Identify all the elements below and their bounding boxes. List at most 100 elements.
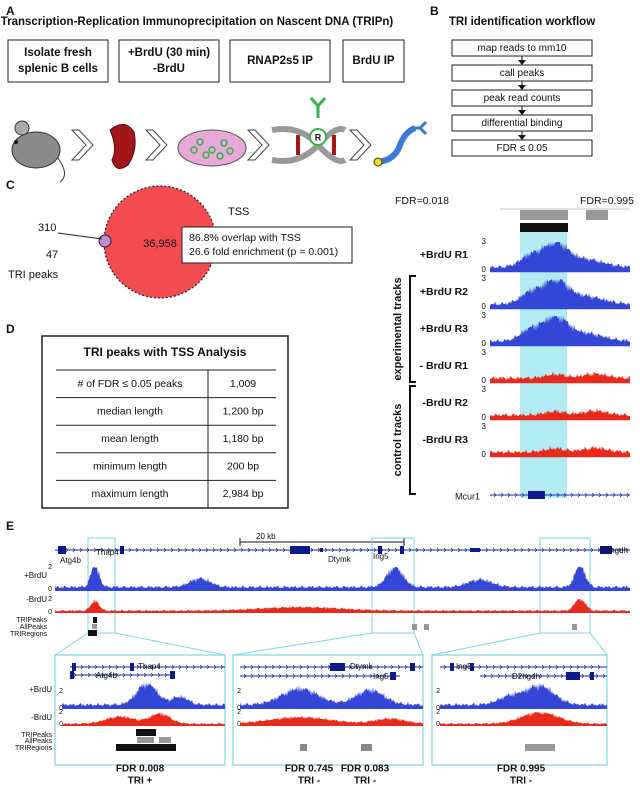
gene-strand-arrow	[520, 547, 524, 553]
workflow-step: peak read counts	[484, 93, 561, 104]
gene-strand-arrow	[408, 547, 412, 553]
bead	[373, 157, 383, 167]
track-label: -BrdU R3	[422, 434, 468, 446]
track-label: - BrdU R1	[420, 360, 469, 372]
panel-letter: D	[6, 322, 15, 336]
gene-strand-arrow	[541, 664, 545, 670]
gene-strand-arrow	[492, 547, 496, 553]
gene-strand-arrow	[520, 664, 524, 670]
allpeak	[412, 624, 417, 630]
gene-strand-arrow	[199, 664, 203, 670]
gene-strand-arrow	[483, 673, 487, 679]
arrowhead	[518, 135, 526, 140]
gene-strand-arrow	[206, 664, 210, 670]
gene-strand-arrow	[86, 547, 90, 553]
gene-strand-arrow	[345, 547, 349, 553]
gene-strand-arrow	[156, 547, 160, 553]
exon	[320, 548, 323, 552]
table-frame	[41, 335, 289, 509]
exon	[378, 546, 382, 554]
gene-label: Mcur1	[455, 491, 480, 501]
axis-label: 3	[482, 311, 487, 320]
track-label: AllPeaks	[20, 624, 48, 631]
axis-label: 0	[482, 413, 487, 422]
gene-strand-arrow	[492, 664, 496, 670]
table-cell: # of FDR ≤ 0.05 peaks	[78, 378, 183, 390]
gene-strand-arrow	[355, 664, 359, 670]
gene-strand-arrow	[135, 547, 139, 553]
gene-strand-arrow	[101, 664, 105, 670]
signal-track	[62, 712, 225, 726]
gene-strand-arrow	[115, 672, 119, 678]
allpeak	[572, 624, 577, 630]
exon	[58, 546, 66, 554]
gene-strand-arrow	[576, 547, 580, 553]
gene-strand-arrow	[478, 664, 482, 670]
tri-circle	[98, 234, 112, 248]
gene-strand-arrow	[257, 673, 261, 679]
gene-strand-arrow	[220, 664, 224, 670]
arrowhead	[518, 85, 526, 90]
gene-strand-arrow	[352, 547, 356, 553]
gene-strand-arrow	[590, 547, 594, 553]
track-label: +BrdU R3	[420, 323, 468, 335]
gene-strand-arrow	[548, 664, 552, 670]
track-label: TRIRegions	[15, 745, 52, 752]
gene-strand-arrow	[583, 664, 587, 670]
highlight	[371, 537, 415, 634]
gene-strand-arrow	[555, 664, 559, 670]
allpeak	[361, 744, 372, 751]
gene-strand-arrow	[313, 664, 317, 670]
gene-strand-arrow	[233, 547, 237, 553]
nascent-strand	[377, 125, 417, 165]
axis-label: 2	[59, 688, 63, 695]
step-text: BrdU IP	[352, 55, 395, 67]
axis-label: 2	[59, 709, 63, 716]
gene-strand-arrow	[65, 547, 69, 553]
gene-strand-arrow	[177, 547, 181, 553]
axis-label: 0	[482, 302, 487, 311]
gene-strand-arrow	[504, 673, 508, 679]
cell	[190, 146, 198, 154]
gene-strand-arrow	[555, 547, 559, 553]
allpeak	[159, 737, 171, 743]
gene-strand-arrow	[584, 492, 588, 498]
chevron	[246, 129, 270, 161]
gene-strand-arrow	[348, 673, 352, 679]
signal-track	[55, 599, 630, 613]
gene-strand-arrow	[338, 547, 342, 553]
axis-label: 3	[482, 385, 487, 394]
axis-label: 0	[48, 586, 52, 593]
axis-label: 2	[436, 709, 440, 716]
tri-label: TRI peaks	[8, 269, 59, 281]
gene-strand-arrow	[334, 673, 338, 679]
gene-strand-arrow	[79, 547, 83, 553]
track-label: AllPeaks	[25, 738, 53, 745]
track-label: +BrdU	[29, 685, 52, 694]
group-bracket	[409, 385, 416, 495]
zoom-line	[431, 632, 541, 656]
cell	[196, 138, 204, 146]
exon	[470, 663, 474, 671]
axis-label: 2	[436, 688, 440, 695]
gene-strand-arrow	[577, 492, 581, 498]
gene-strand-arrow	[299, 673, 303, 679]
gene-strand-arrow	[369, 673, 373, 679]
gene-strand-arrow	[101, 672, 105, 678]
track-label: -BrdU R2	[422, 397, 468, 409]
fdr-result: FDR 0.995	[497, 764, 546, 775]
allpeak	[92, 624, 97, 629]
tri-call: TRI -	[354, 776, 376, 785]
gene-strand-arrow	[534, 664, 538, 670]
gene-strand-arrow	[415, 547, 419, 553]
exon	[528, 491, 545, 499]
gene-strand-arrow	[247, 547, 251, 553]
signal-track	[440, 683, 607, 709]
gene-strand-arrow	[562, 547, 566, 553]
step-box	[118, 39, 220, 83]
allpeak	[137, 737, 154, 743]
table-cell: maximum length	[91, 488, 168, 500]
gene-strand-arrow	[212, 547, 216, 553]
gene-strand-arrow	[264, 664, 268, 670]
gene-strand-arrow	[436, 547, 440, 553]
